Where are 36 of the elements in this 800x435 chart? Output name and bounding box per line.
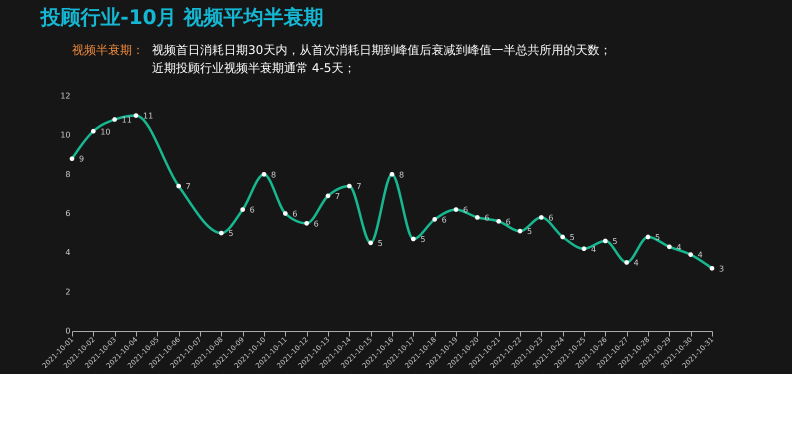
y-tick-label: 12 xyxy=(60,92,70,100)
data-label: 5 xyxy=(420,234,426,244)
data-label: 8 xyxy=(271,170,276,180)
data-label: 6 xyxy=(314,219,319,228)
data-label: 11 xyxy=(143,112,154,121)
data-label: 5 xyxy=(527,227,532,236)
data-label: 4 xyxy=(591,244,596,254)
y-tick-label: 4 xyxy=(65,248,70,258)
y-tick-label: 0 xyxy=(65,326,70,336)
data-label: 6 xyxy=(442,215,447,224)
data-label: 5 xyxy=(612,236,618,246)
data-label: 7 xyxy=(356,182,362,192)
data-label: 7 xyxy=(186,182,191,192)
data-label: 5 xyxy=(378,238,383,248)
data-label: 8 xyxy=(399,170,404,180)
data-label: 6 xyxy=(292,210,298,218)
y-tick-label: 2 xyxy=(65,287,70,296)
data-label: 5 xyxy=(228,229,234,238)
data-label: 6 xyxy=(548,213,554,222)
text: 视频半衰期： xyxy=(72,43,144,57)
y-tick-label: 6 xyxy=(65,209,70,218)
y-tick-label: 8 xyxy=(65,170,70,179)
data-label: 6 xyxy=(506,217,511,226)
data-label: 6 xyxy=(250,206,255,215)
data-label: 9 xyxy=(79,154,84,164)
text: 近期投顾行业视频半衰期通常 4-5天； xyxy=(152,61,356,75)
data-label: 4 xyxy=(698,250,703,260)
y-tick-label: 10 xyxy=(60,130,70,140)
data-label: 5 xyxy=(570,233,575,242)
data-label: 3 xyxy=(719,264,724,274)
data-label: 7 xyxy=(335,192,340,201)
data-label: 10 xyxy=(100,127,111,136)
text: 视频首日消耗日期30天内，从首次消耗日期到峰值后衰减到峰值一半总共所用的天数； xyxy=(152,43,612,57)
data-label: 4 xyxy=(634,258,639,268)
chart-title: 投顾行业-10月 视频平均半衰期 xyxy=(39,5,324,29)
data-label: 11 xyxy=(122,116,132,124)
